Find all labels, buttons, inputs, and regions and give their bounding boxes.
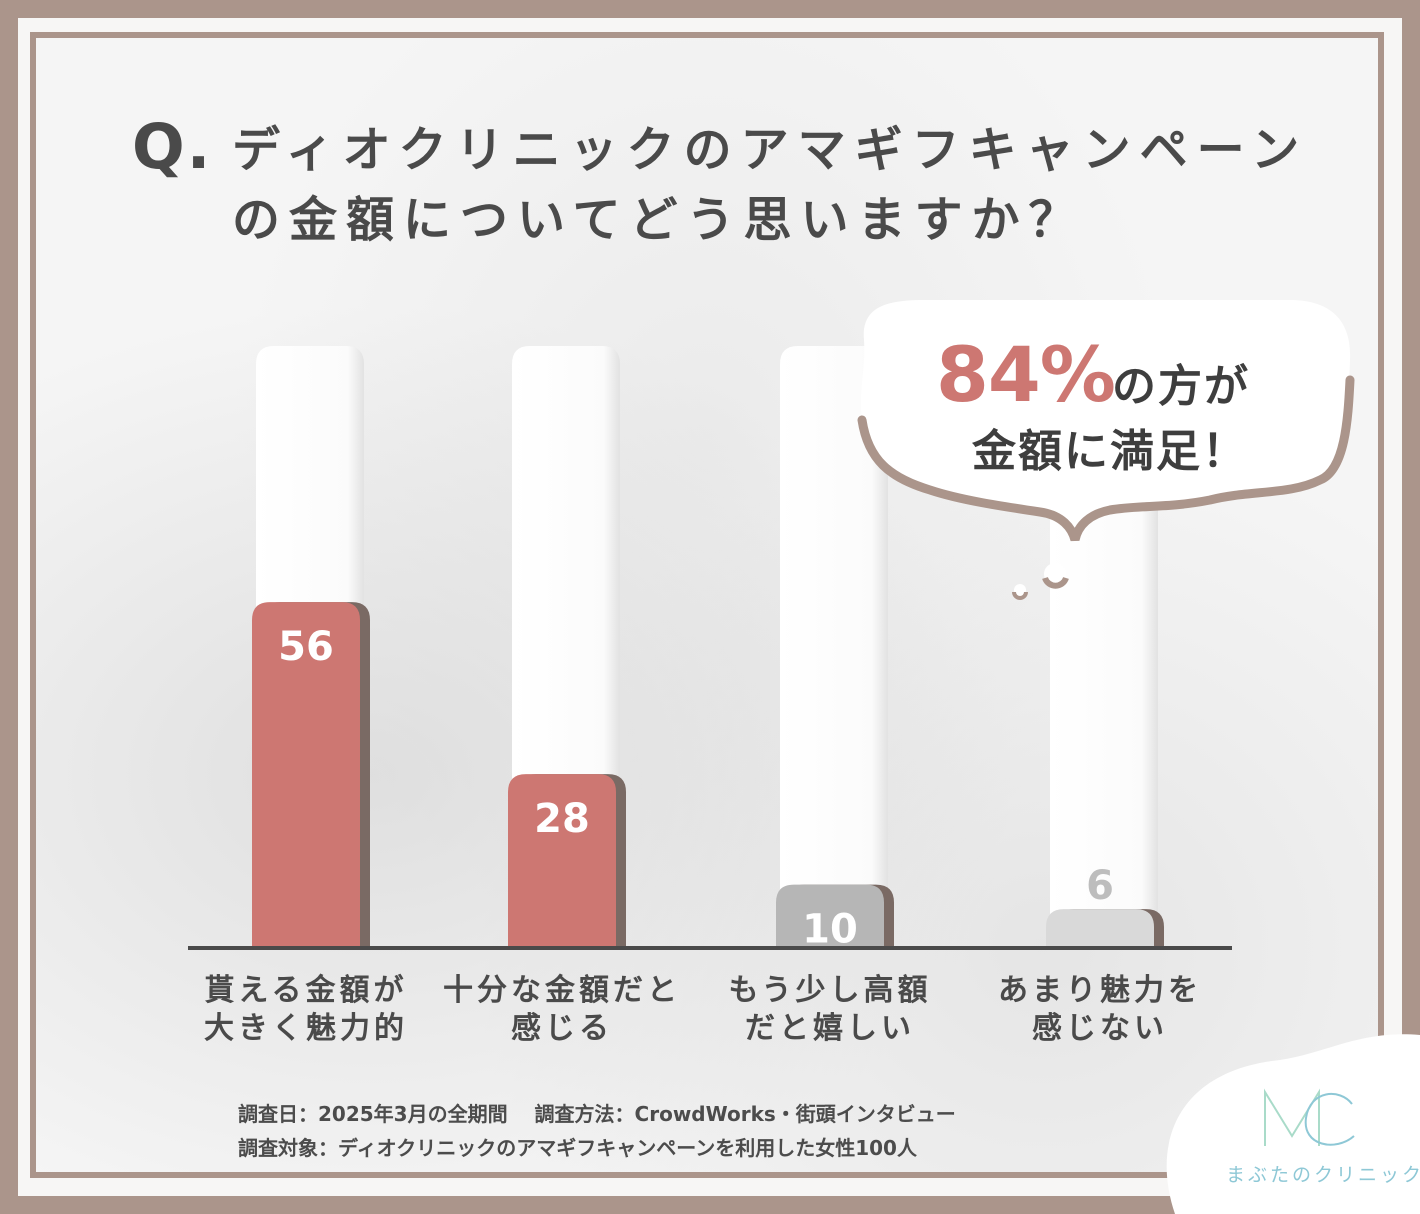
speech-bubble	[857, 300, 1355, 600]
value-label-1: 56	[278, 624, 334, 670]
bar-4	[1046, 909, 1154, 946]
category-label-line: 十分な金額だと	[443, 973, 681, 1008]
category-label-line: 大きく魅力的	[204, 1011, 408, 1046]
logo-text: まぶたのクリニック	[1226, 1164, 1420, 1186]
survey-note-2: 調査対象：ディオクリニックのアマギフキャンペーンを利用した女性100人	[238, 1136, 917, 1160]
category-label-3: もう少し高額 だと嬉しい	[700, 972, 960, 1048]
callout-line-2: 金額に満足！	[972, 426, 1248, 477]
category-label-line: 貰える金額が	[204, 973, 408, 1008]
logo-c-icon	[1304, 1093, 1355, 1146]
logo-badge	[1166, 1034, 1420, 1214]
category-label-line: もう少し高額	[728, 973, 932, 1008]
bar-2	[508, 774, 616, 946]
question-line-1: ディオクリニックのアマギフキャンペーン	[232, 122, 1309, 178]
callout-line-1: の方が	[1112, 361, 1250, 412]
category-label-line: 感じない	[1032, 1011, 1168, 1046]
logo-m-icon	[1264, 1088, 1320, 1146]
category-label-line: あまり魅力を	[998, 973, 1202, 1008]
survey-note-1: 調査日：2025年3月の全期間 調査方法：CrowdWorks・街頭インタビュー	[238, 1102, 956, 1126]
category-label-4: あまり魅力を 感じない	[970, 972, 1230, 1048]
question-line-2: の金額についてどう思いますか？	[232, 192, 1086, 248]
bar-track	[780, 346, 888, 946]
bar-3	[776, 884, 884, 946]
category-label-1: 貰える金額が 大きく魅力的	[176, 972, 436, 1048]
value-label-2: 28	[534, 796, 590, 842]
value-label-3: 10	[802, 907, 858, 953]
category-label-line: だと嬉しい	[745, 1011, 915, 1046]
callout-percent: 84%	[936, 330, 1116, 419]
bars	[252, 602, 1164, 946]
category-label-line: 感じる	[511, 1011, 613, 1046]
value-label-4: 6	[1086, 863, 1114, 909]
question-mark: Q.	[132, 110, 213, 183]
category-label-2: 十分な金額だと 感じる	[432, 972, 692, 1048]
bar-1	[252, 602, 360, 946]
value-labels: 56 28 10 6	[278, 624, 1114, 952]
